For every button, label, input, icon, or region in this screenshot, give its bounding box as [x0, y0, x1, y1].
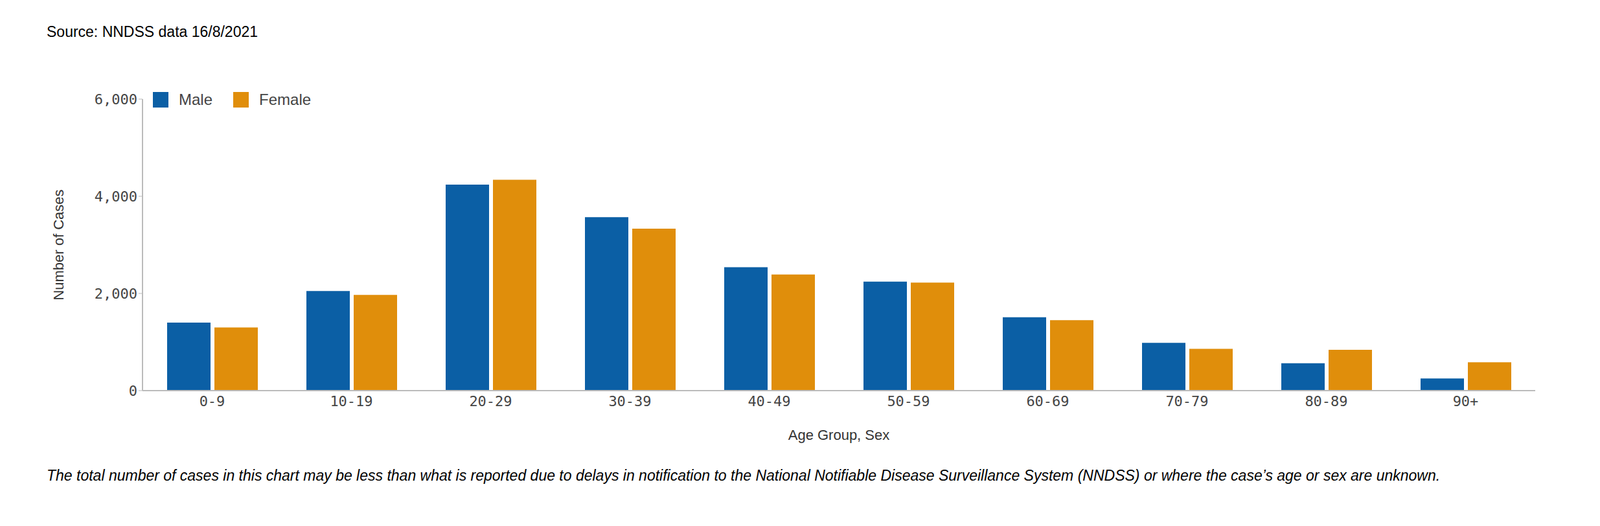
- svg-text:50-59: 50-59: [886, 393, 930, 410]
- svg-text:2,000: 2,000: [94, 285, 138, 302]
- svg-text:Age Group, Sex: Age Group, Sex: [788, 426, 891, 444]
- svg-text:80-89: 80-89: [1304, 393, 1348, 410]
- svg-text:0-9: 0-9: [199, 393, 226, 410]
- svg-text:90+: 90+: [1452, 393, 1479, 410]
- svg-text:4,000: 4,000: [94, 188, 138, 205]
- svg-text:6,000: 6,000: [94, 91, 138, 108]
- svg-text:Number of Cases: Number of Cases: [50, 189, 67, 300]
- svg-text:70-79: 70-79: [1165, 393, 1209, 410]
- html-text:The total number of cases in t: The total number of cases in this chart …: [46, 467, 1441, 484]
- html-text:Female: Female: [259, 90, 311, 109]
- html-text:Source: NNDSS data 16/8/2021: Source: NNDSS data 16/8/2021: [46, 23, 258, 41]
- html-text:Male: Male: [178, 90, 213, 109]
- svg-text:30-39: 30-39: [608, 393, 652, 410]
- svg-text:20-29: 20-29: [468, 393, 512, 410]
- svg-text:40-49: 40-49: [747, 393, 791, 410]
- svg-text:0: 0: [128, 382, 138, 400]
- svg-text:10-19: 10-19: [329, 393, 373, 410]
- svg-text:60-69: 60-69: [1026, 393, 1069, 410]
